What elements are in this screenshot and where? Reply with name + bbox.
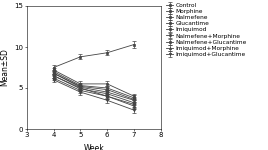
X-axis label: Week: Week [83,144,104,150]
Y-axis label: Mean±SD: Mean±SD [0,49,9,86]
Legend: Control, Morphine, Nalmefene, Glucantime, Imiquimod, Nalmefene+Morphine, Nalmefe: Control, Morphine, Nalmefene, Glucantime… [166,3,247,57]
